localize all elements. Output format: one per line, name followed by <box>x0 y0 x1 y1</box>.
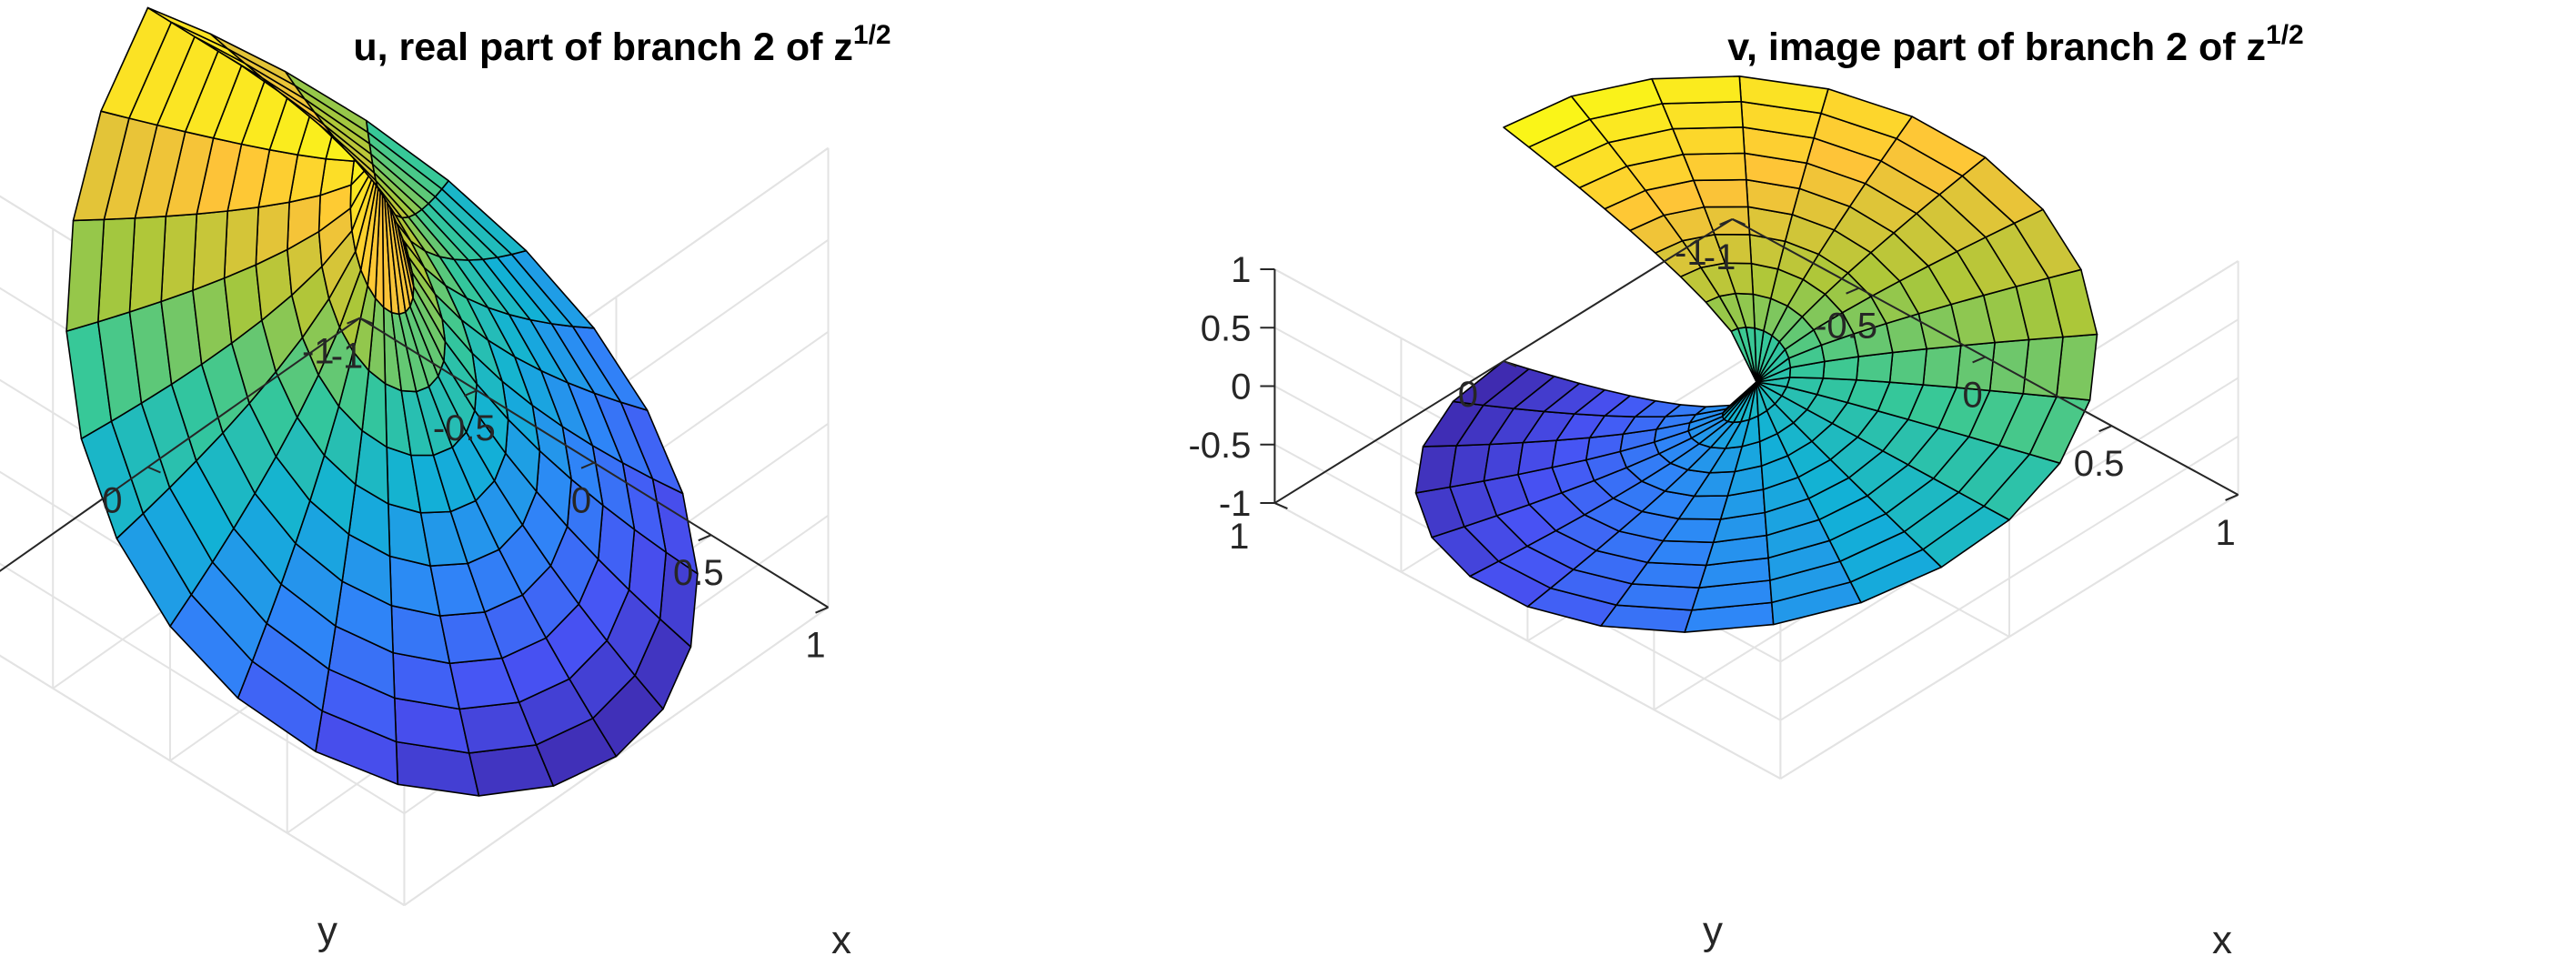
x-tick-label: 0 <box>1962 375 1982 415</box>
chart-title: u, real part of branch 2 of z1/2 <box>353 20 891 69</box>
grid-line <box>1779 494 2239 780</box>
grid-line <box>0 654 405 907</box>
surface-plot-u: -1-0.500.51-101-1-0.8-0.6-0.4-0.20xyu, r… <box>0 6 891 962</box>
surface-cell <box>1725 381 1757 410</box>
surface-cell <box>1693 178 1749 208</box>
y-axis-label: y <box>317 909 337 953</box>
y-tick-mark <box>1274 502 1288 509</box>
x-tick-label: -1 <box>1704 237 1736 277</box>
y-axis-label: y <box>1703 909 1723 953</box>
x-tick-mark <box>1972 356 1986 364</box>
x-axis-label: x <box>2212 918 2232 962</box>
surface-cell <box>1988 338 2030 395</box>
y-tick-mark <box>147 466 161 474</box>
x-tick-label: 1 <box>805 626 825 666</box>
z-tick-label: 0 <box>1231 367 1251 408</box>
surface-mesh <box>65 6 699 797</box>
x-tick-mark <box>2225 494 2239 501</box>
z-tick-label: 0.5 <box>1201 308 1252 348</box>
surface-cell <box>128 216 167 313</box>
surface-cell <box>209 33 297 86</box>
axes: -1-0.500.51-101-1-0.8-0.6-0.4-0.20 <box>0 317 830 666</box>
x-axis-label: x <box>831 918 851 962</box>
y-tick-label: -1 <box>302 332 335 372</box>
chart-title-main: u, real part of branch 2 of z <box>353 25 853 69</box>
y-tick-mark <box>359 317 373 325</box>
surface-cell <box>160 213 198 303</box>
chart-title-superscript: 1/2 <box>2266 20 2304 50</box>
y-tick-mark <box>1732 218 1746 226</box>
x-tick-label: 0 <box>571 481 591 521</box>
surface-mesh <box>1414 75 2098 633</box>
x-tick-label: 0.5 <box>673 553 724 593</box>
x-axis-line <box>359 317 830 609</box>
surface-cell <box>1856 351 1894 384</box>
x-tick-label: 1 <box>2215 513 2235 553</box>
x-tick-mark <box>698 534 712 542</box>
y-tick-label: 0 <box>1458 375 1478 415</box>
z-tick-label: -0.5 <box>1188 426 1251 466</box>
grid-line <box>0 562 405 815</box>
surface-cell <box>1922 345 1962 388</box>
z-tick-label: -1 <box>1219 484 1252 524</box>
x-tick-label: 0.5 <box>2074 444 2125 484</box>
surface-cell <box>1651 75 1742 105</box>
x-tick-mark <box>580 461 595 469</box>
grid-line <box>1273 502 1781 780</box>
grid-line <box>1779 435 2239 721</box>
x-tick-label: -0.5 <box>433 408 496 448</box>
chart-title-main: v, image part of branch 2 of z <box>1727 25 2266 69</box>
y-tick-label: -1 <box>1675 233 1707 273</box>
y-tick-label: 1 <box>1229 517 1249 557</box>
surface-cell <box>1682 152 1747 182</box>
surface-cell <box>1672 126 1746 156</box>
x-tick-mark <box>2098 425 2112 433</box>
x-tick-label: -1 <box>331 337 364 377</box>
chart-title-superscript: 1/2 <box>853 20 891 50</box>
y-tick-label: 0 <box>102 481 122 521</box>
x-tick-mark <box>347 317 360 325</box>
chart-title: v, image part of branch 2 of z1/2 <box>1727 20 2303 69</box>
x-tick-mark <box>1846 287 1859 295</box>
z-tick-label: 1 <box>1231 250 1251 290</box>
x-tick-mark <box>1719 218 1733 226</box>
surface-cell <box>1483 441 1524 482</box>
axes: -1-0.500.51-101-1-0.500.51 <box>1188 218 2239 557</box>
x-tick-mark <box>815 606 829 614</box>
surface-cell <box>1661 100 1744 130</box>
surface-cell <box>65 218 106 332</box>
x-tick-label: -0.5 <box>1815 307 1877 347</box>
y-tick-mark <box>1503 360 1517 367</box>
x-tick-mark <box>463 389 478 397</box>
surface-cell <box>1888 347 1927 386</box>
surface-cell <box>192 210 228 292</box>
